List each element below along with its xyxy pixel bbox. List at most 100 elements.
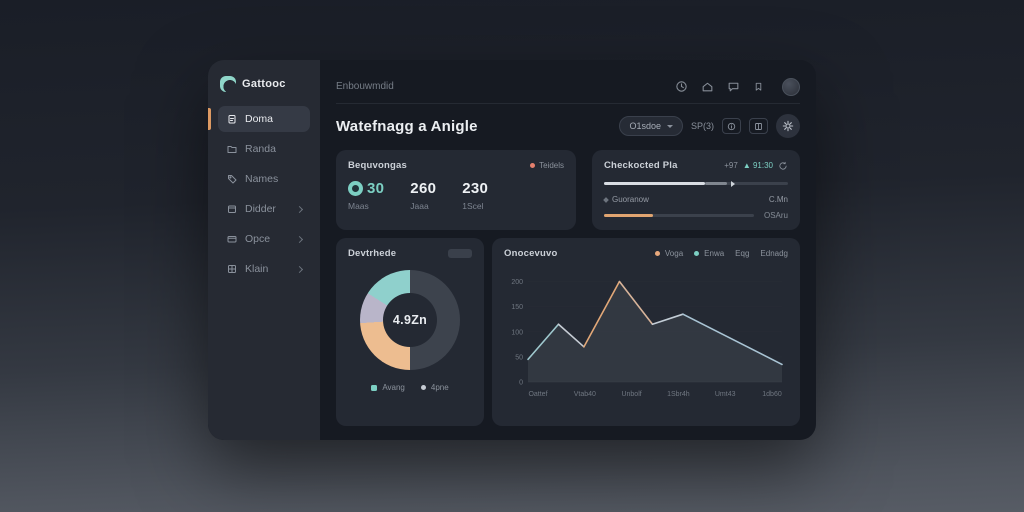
chevron-right-icon xyxy=(295,205,304,213)
sidebar-item-opce[interactable]: Opce xyxy=(218,226,310,252)
legend-dot-marker xyxy=(420,385,426,390)
svg-text:Vtab40: Vtab40 xyxy=(574,391,596,398)
tag-icon xyxy=(228,175,237,184)
gear-icon xyxy=(782,120,794,132)
progress-row-value: C.Mn xyxy=(768,195,788,204)
stat-label: Jaaa xyxy=(410,201,429,211)
cards-row-1: Bequvongas Teidels 30 Maas xyxy=(336,150,800,230)
topbar-icons xyxy=(675,77,800,96)
line-chart: 200 150 100 50 0 Oattef Vtab40 Unbolf 1Sbr4h Umt4… xyxy=(511,279,783,398)
progress-row-label: Guoranow xyxy=(612,195,649,204)
legend-item: Avang xyxy=(371,383,405,392)
progress-bar-primary xyxy=(604,180,788,187)
stat-circle-icon xyxy=(348,181,363,196)
box-icon xyxy=(228,205,236,213)
progress-label-row: Guoranow C.Mn xyxy=(603,195,788,204)
refresh-icon[interactable] xyxy=(778,161,788,171)
sidebar-item-label: Doma xyxy=(245,113,274,125)
sidebar-item-doma[interactable]: Doma xyxy=(208,106,310,132)
arrow-right-icon xyxy=(730,180,735,187)
donut-center-value: 4.9Zn xyxy=(392,313,428,327)
progress-bar-secondary-row: OSAru xyxy=(604,211,788,220)
svg-text:1db60: 1db60 xyxy=(762,391,782,398)
bookmark-icon[interactable] xyxy=(753,81,764,92)
status-badge: Teidels xyxy=(530,161,564,170)
info-button[interactable] xyxy=(722,118,741,134)
stats-card-title: Bequvongas xyxy=(348,160,408,171)
legend-dot-marker xyxy=(694,251,700,256)
folder-icon xyxy=(227,146,237,153)
home-icon[interactable] xyxy=(701,80,714,93)
legend-item: Enwa xyxy=(694,249,724,258)
chat-icon[interactable] xyxy=(727,80,740,93)
stats-group: 30 Maas 260 Jaaa 230 1Scel xyxy=(348,180,564,211)
range-text: SP(3) xyxy=(690,121,714,131)
clipboard-icon xyxy=(228,115,236,124)
diamond-icon xyxy=(603,196,609,203)
progress-bar-primary-extension xyxy=(705,182,728,185)
svg-text:50: 50 xyxy=(515,354,523,361)
sidebar-item-names[interactable]: Names xyxy=(218,166,310,192)
stat-value: 230 xyxy=(462,180,489,197)
progress-card-meta: +97 ▲ 91:30 xyxy=(724,161,788,171)
sidebar-item-label: Names xyxy=(245,173,279,185)
sidebar-item-label: Opce xyxy=(245,233,271,245)
chevron-down-icon xyxy=(666,124,673,128)
stat-item: 230 1Scel xyxy=(462,180,488,211)
donut-card-title: Devtrhede xyxy=(348,248,397,259)
stats-card: Bequvongas Teidels 30 Maas xyxy=(336,150,576,230)
topbar: Enbouwmdid xyxy=(336,72,800,104)
donut-chart-card: Devtrhede 4.9Zn Avang xyxy=(336,238,484,426)
donut-chart: 4.9Zn xyxy=(360,270,460,370)
sidebar-item-label: Klain xyxy=(245,263,269,275)
breadcrumb: Enbouwmdid xyxy=(336,81,394,92)
progress-card-title: Checkocted Pla xyxy=(604,160,678,171)
progress-bar-secondary-value: OSAru xyxy=(763,211,788,220)
chart-legend: Voga Enwa Eqg Ednadg xyxy=(654,249,788,258)
app-logo-text: Gattooc xyxy=(242,78,286,90)
layout-button[interactable] xyxy=(749,118,768,134)
chart-link-2[interactable]: Ednadg xyxy=(760,249,788,258)
stat-item: 30 Maas xyxy=(348,180,384,211)
clock-icon[interactable] xyxy=(675,80,688,93)
line-chart-card: Onocevuvo Voga Enwa Eqg Ednadg xyxy=(492,238,800,426)
svg-text:200: 200 xyxy=(511,279,523,286)
sidebar: Gattooc Doma Randa Names Did xyxy=(208,60,320,440)
legend-label: Avang xyxy=(382,383,405,392)
progress-bar-secondary-fill xyxy=(604,214,654,217)
svg-text:100: 100 xyxy=(511,329,523,336)
svg-text:0: 0 xyxy=(519,380,523,387)
sidebar-item-label: Didder xyxy=(245,203,276,215)
sidebar-item-randa[interactable]: Randa xyxy=(218,136,310,162)
chart-card-title: Onocevuvo xyxy=(504,248,558,259)
filter-dropdown-label: O1sdoe xyxy=(629,121,661,131)
sidebar-item-didder[interactable]: Didder xyxy=(218,196,310,222)
legend-item: Voga xyxy=(654,249,683,258)
progress-bar-secondary xyxy=(604,214,754,217)
dashboard-window: Gattooc Doma Randa Names Did xyxy=(208,60,816,440)
legend-dot-marker xyxy=(654,251,660,256)
progress-card: Checkocted Pla +97 ▲ 91:30 xyxy=(592,150,800,230)
status-badge-label: Teidels xyxy=(539,161,564,170)
svg-text:1Sbr4h: 1Sbr4h xyxy=(667,391,690,398)
legend-label: 4pne xyxy=(430,383,449,392)
filter-dropdown-button[interactable]: O1sdoe xyxy=(619,116,683,136)
settings-button[interactable] xyxy=(776,114,800,138)
card-menu-button[interactable] xyxy=(448,249,472,258)
chevron-right-icon xyxy=(295,235,304,243)
svg-text:Umt43: Umt43 xyxy=(715,391,736,398)
cube-icon xyxy=(228,265,236,273)
stat-value: 260 xyxy=(410,180,437,197)
legend-item: 4pne xyxy=(420,383,449,392)
card-icon xyxy=(227,236,237,243)
red-dot-icon xyxy=(530,163,536,168)
stat-label: 1Scel xyxy=(462,201,484,211)
donut-legend: Avang 4pne xyxy=(348,383,472,392)
sidebar-item-klain[interactable]: Klain xyxy=(218,256,310,282)
chart-link-1[interactable]: Eqg xyxy=(735,249,750,258)
active-item-accent-bar xyxy=(208,108,211,130)
main-content: Enbouwmdid Watefnagg a Anigle O1sdoe S xyxy=(320,60,816,440)
legend-label: Enwa xyxy=(704,249,725,258)
avatar[interactable] xyxy=(782,77,800,96)
sidebar-item-label: Randa xyxy=(245,143,276,155)
